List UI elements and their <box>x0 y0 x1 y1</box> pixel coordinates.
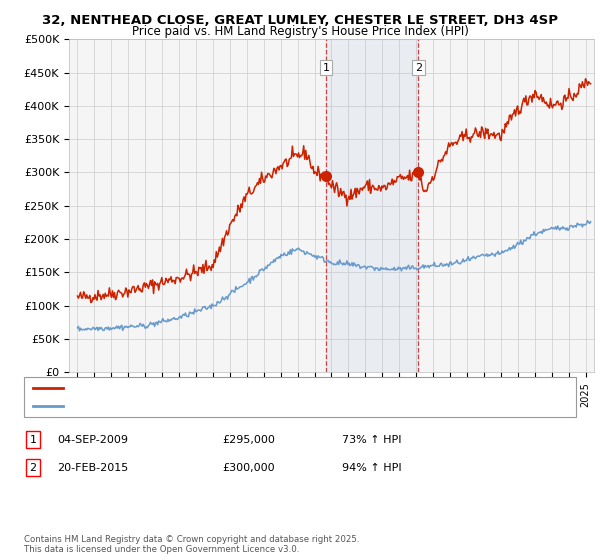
Text: 32, NENTHEAD CLOSE, GREAT LUMLEY, CHESTER LE STREET, DH3 4SP (detached house): 32, NENTHEAD CLOSE, GREAT LUMLEY, CHESTE… <box>68 383 507 393</box>
Text: 2: 2 <box>29 463 37 473</box>
Text: 32, NENTHEAD CLOSE, GREAT LUMLEY, CHESTER LE STREET, DH3 4SP: 32, NENTHEAD CLOSE, GREAT LUMLEY, CHESTE… <box>42 14 558 27</box>
Text: £295,000: £295,000 <box>222 435 275 445</box>
Text: HPI: Average price, detached house, County Durham: HPI: Average price, detached house, Coun… <box>68 401 331 411</box>
Bar <box>326 39 418 372</box>
Text: 2: 2 <box>415 63 422 73</box>
Text: 1: 1 <box>29 435 37 445</box>
Text: 94% ↑ HPI: 94% ↑ HPI <box>342 463 401 473</box>
Text: 1: 1 <box>322 63 329 73</box>
Text: Contains HM Land Registry data © Crown copyright and database right 2025.
This d: Contains HM Land Registry data © Crown c… <box>24 535 359 554</box>
Text: 20-FEB-2015: 20-FEB-2015 <box>57 463 128 473</box>
Text: £300,000: £300,000 <box>222 463 275 473</box>
Text: 73% ↑ HPI: 73% ↑ HPI <box>342 435 401 445</box>
Text: Price paid vs. HM Land Registry's House Price Index (HPI): Price paid vs. HM Land Registry's House … <box>131 25 469 38</box>
Text: 04-SEP-2009: 04-SEP-2009 <box>57 435 128 445</box>
